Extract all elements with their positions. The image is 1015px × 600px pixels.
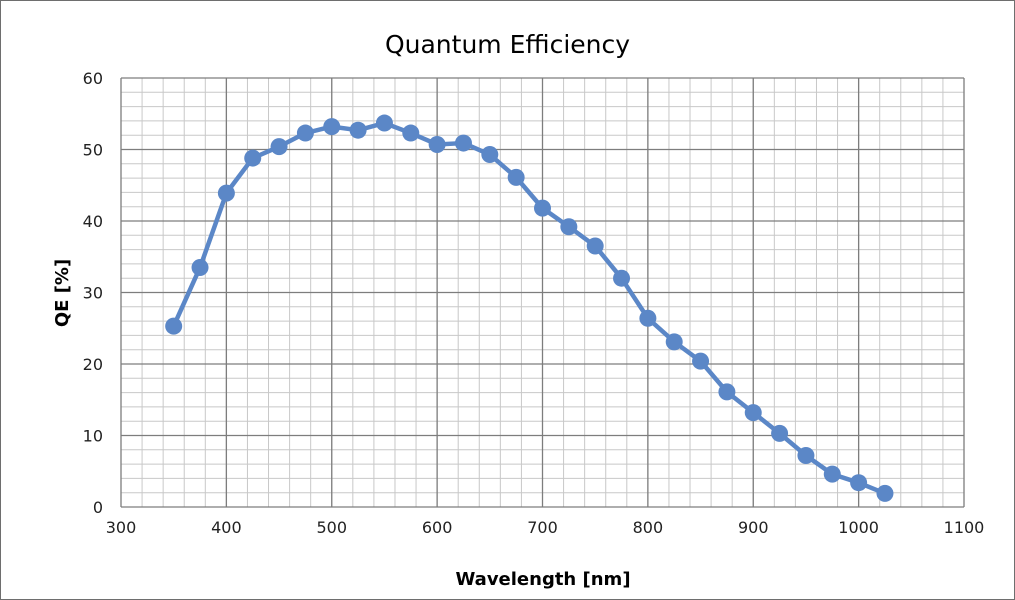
- x-tick-label: 800: [633, 518, 664, 537]
- series-line: [171, 120, 886, 496]
- y-tick-label: 60: [83, 69, 103, 88]
- x-tick-label: 700: [527, 518, 558, 537]
- qe-series: [165, 114, 894, 502]
- data-point: [507, 168, 525, 186]
- data-point: [771, 424, 789, 442]
- data-point: [823, 465, 841, 483]
- data-point: [797, 447, 815, 465]
- data-point: [165, 317, 183, 335]
- data-point: [613, 269, 631, 287]
- y-axis-title: QE [%]: [52, 259, 73, 327]
- data-point: [481, 146, 499, 164]
- data-point: [665, 333, 683, 351]
- data-point: [876, 484, 894, 502]
- major-gridlines: [120, 77, 965, 508]
- data-point: [850, 474, 868, 492]
- data-point: [454, 134, 472, 152]
- y-tick-label: 0: [93, 498, 103, 517]
- x-tick-label: 900: [738, 518, 769, 537]
- y-tick-label: 40: [83, 212, 103, 231]
- x-tick-label: 500: [316, 518, 347, 537]
- data-point: [534, 199, 551, 217]
- data-point: [270, 138, 288, 156]
- data-point: [323, 118, 341, 136]
- x-tick-label: 1100: [944, 518, 985, 537]
- data-point: [349, 121, 367, 139]
- data-point: [217, 184, 235, 202]
- data-point: [560, 218, 578, 236]
- y-tick-label: 10: [83, 427, 103, 446]
- x-tick-labels: 300 400 500 600 700 800 900 1000 1100: [106, 518, 985, 537]
- chart-title: Quantum Efficiency: [384, 30, 631, 59]
- data-point: [586, 237, 604, 255]
- x-tick-label: 600: [422, 518, 453, 537]
- data-point: [744, 404, 762, 422]
- x-tick-label: 1000: [838, 518, 879, 537]
- data-point: [692, 352, 710, 370]
- data-point: [375, 114, 393, 132]
- y-tick-label: 50: [83, 141, 103, 160]
- data-point: [244, 149, 262, 167]
- y-tick-label: 30: [83, 284, 103, 303]
- data-point: [639, 309, 657, 327]
- y-tick-label: 20: [83, 355, 103, 374]
- data-point: [428, 135, 446, 153]
- x-tick-label: 300: [106, 518, 137, 537]
- data-point: [296, 124, 314, 142]
- data-point: [718, 383, 736, 401]
- data-point: [402, 124, 420, 142]
- y-tick-labels: 0 10 20 30 40 50 60: [83, 69, 103, 517]
- x-tick-label: 400: [211, 518, 242, 537]
- data-point: [191, 258, 209, 276]
- x-axis-title: Wavelength [nm]: [455, 569, 630, 590]
